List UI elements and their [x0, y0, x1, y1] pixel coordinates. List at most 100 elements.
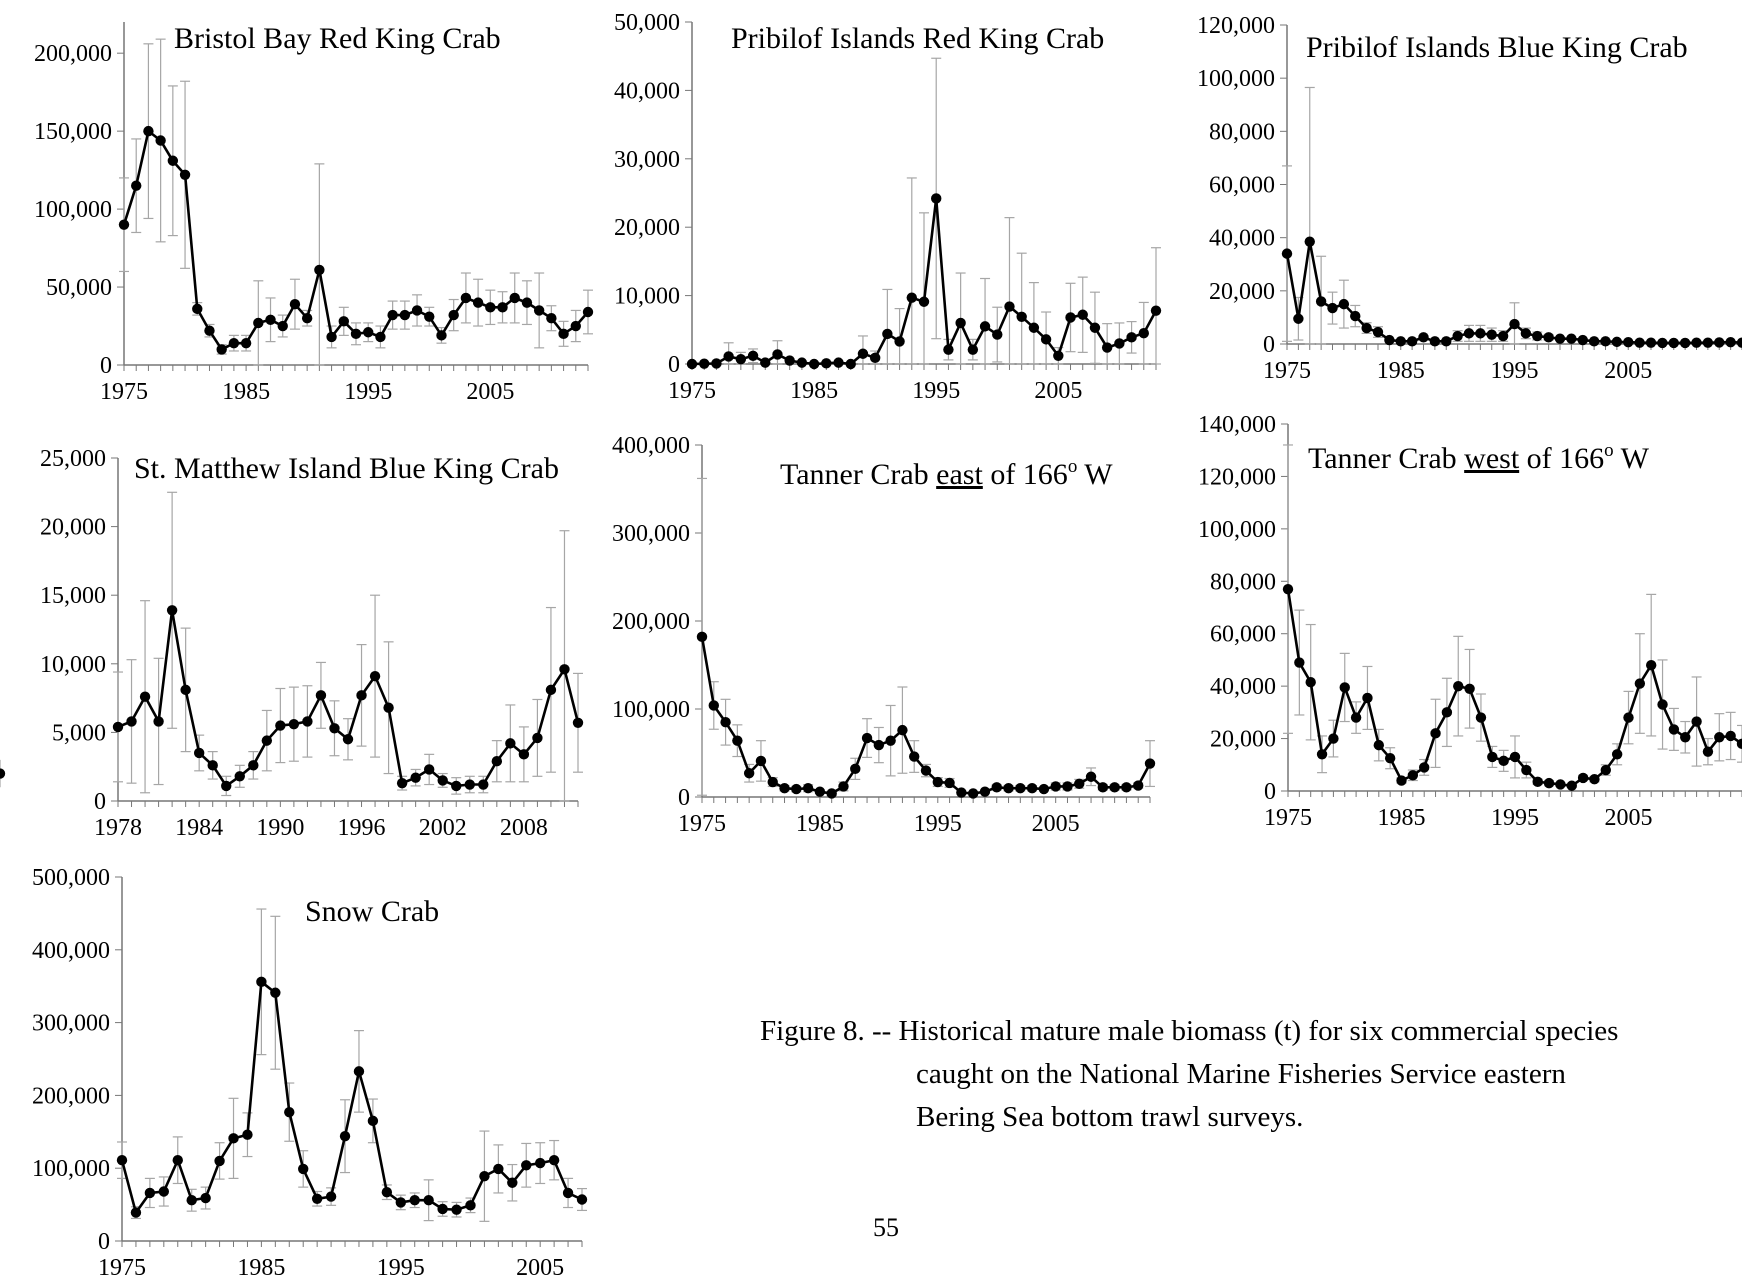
data-point [194, 748, 204, 758]
data-point [1151, 305, 1161, 315]
data-point [1498, 331, 1508, 341]
y-tick-label: 20,000 [1209, 279, 1275, 305]
x-tick-label: 1975 [678, 811, 726, 837]
data-point [1362, 693, 1372, 703]
data-point [1139, 328, 1149, 338]
data-point [492, 756, 502, 766]
data-point [436, 330, 446, 340]
data-point [720, 717, 730, 727]
data-point [1086, 772, 1096, 782]
data-point [992, 782, 1002, 792]
x-tick-label: 1996 [338, 815, 386, 841]
data-point [438, 775, 448, 785]
data-point [1669, 338, 1679, 348]
y-tick-label: 300,000 [32, 1011, 110, 1037]
y-tick-label: 120,000 [1198, 464, 1276, 490]
data-point [180, 685, 190, 695]
y-tick-label: 140,000 [1198, 412, 1276, 438]
data-point [1589, 774, 1599, 784]
data-point [1453, 681, 1463, 691]
data-point [168, 156, 178, 166]
chart-title: Pribilof Islands Red King Crab [731, 22, 1104, 55]
data-point [1634, 337, 1644, 347]
data-point [424, 311, 434, 321]
y-tick-label: 60,000 [1209, 173, 1275, 199]
data-point [424, 764, 434, 774]
y-tick-label: 30,000 [614, 147, 680, 173]
data-point [479, 1171, 489, 1181]
page-number: 55 [873, 1213, 899, 1243]
data-point [870, 353, 880, 363]
data-point [532, 733, 542, 743]
data-point [505, 738, 515, 748]
data-point [507, 1178, 517, 1188]
data-point [1567, 781, 1577, 791]
data-point [1328, 733, 1338, 743]
data-point [1521, 765, 1531, 775]
data-point [1098, 782, 1108, 792]
data-point [821, 358, 831, 368]
x-tick-label: 2002 [419, 815, 467, 841]
data-point [687, 359, 697, 369]
data-point [200, 1193, 210, 1203]
data-point [270, 988, 280, 998]
data-point [356, 690, 366, 700]
data-point [699, 358, 709, 368]
data-point [992, 329, 1002, 339]
data-point [1657, 338, 1667, 348]
y-tick-label: 100,000 [612, 697, 690, 723]
data-point [1350, 311, 1360, 321]
data-point [1419, 762, 1429, 772]
data-point [1039, 784, 1049, 794]
data-point [1566, 333, 1576, 343]
data-point [216, 344, 226, 354]
data-point [387, 310, 397, 320]
y-tick-label: 100,000 [1198, 517, 1276, 543]
data-point [383, 703, 393, 713]
data-point [397, 778, 407, 788]
data-point [410, 772, 420, 782]
data-point [448, 310, 458, 320]
data-point [265, 315, 275, 325]
y-tick-label: 25,000 [40, 446, 106, 472]
data-point [522, 297, 532, 307]
data-point [1294, 657, 1304, 667]
data-point [1714, 732, 1724, 742]
data-point [1396, 336, 1406, 346]
data-point [1126, 332, 1136, 342]
data-point [907, 292, 917, 302]
data-point [229, 338, 239, 348]
chart-panel: 010,00020,00030,00040,00050,0001975 1985 1… [614, 10, 1161, 404]
data-point [894, 336, 904, 346]
data-point [1283, 584, 1293, 594]
chart-panel: 05,00010,00015,00020,00025,0001978 1984 19… [0, 446, 583, 841]
x-tick-label: 2005 [466, 379, 514, 405]
data-point [1133, 780, 1143, 790]
data-point [1385, 753, 1395, 763]
data-point [1703, 746, 1713, 756]
data-point [1555, 779, 1565, 789]
figure-caption: Figure 8. -- Historical mature male biom… [760, 1010, 1720, 1139]
data-point [1725, 731, 1735, 741]
data-point [1145, 758, 1155, 768]
data-point [192, 304, 202, 314]
data-point [697, 632, 707, 642]
x-tick-label: 1995 [344, 379, 392, 405]
data-point [1408, 770, 1418, 780]
y-tick-label: 200,000 [612, 609, 690, 635]
data-point [329, 723, 339, 733]
data-point [1543, 332, 1553, 342]
data-point [956, 787, 966, 797]
data-point [241, 338, 251, 348]
chart-title: Pribilof Islands Blue King Crab [1306, 31, 1688, 64]
data-point [375, 332, 385, 342]
x-tick-label: 2008 [500, 815, 548, 841]
data-point [546, 313, 556, 323]
data-point [1062, 781, 1072, 791]
data-point [772, 349, 782, 359]
y-tick-label: 20,000 [40, 515, 106, 541]
data-point [756, 756, 766, 766]
y-tick-label: 5,000 [52, 720, 106, 746]
data-point [1351, 712, 1361, 722]
data-point [885, 735, 895, 745]
